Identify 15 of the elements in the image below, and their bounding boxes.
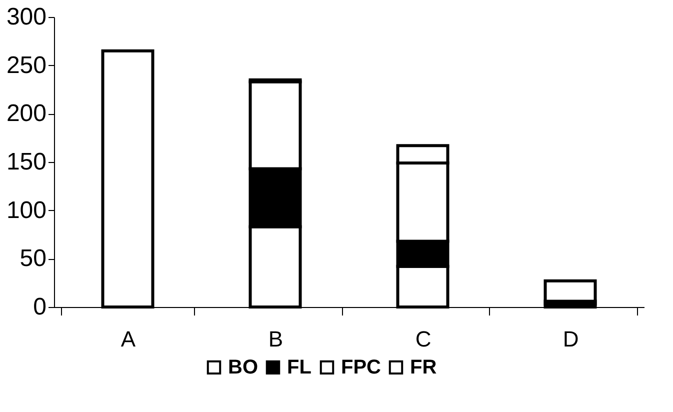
y-tick-label: 150 <box>6 148 46 176</box>
y-tick-label: 300 <box>6 4 46 30</box>
x-tick-label: A <box>120 326 136 352</box>
y-tick-label: 200 <box>6 100 46 128</box>
y-tick-label: 250 <box>6 52 46 79</box>
legend-label: FPC <box>341 356 381 378</box>
legend-label: FL <box>287 356 312 378</box>
y-tick-label: 50 <box>20 245 46 272</box>
legend-label: BO <box>228 356 258 378</box>
x-tick-label: B <box>268 326 284 352</box>
x-tick-label: D <box>562 326 579 352</box>
legend-label: FR <box>410 356 438 378</box>
y-tick-label: 0 <box>33 294 46 320</box>
x-tick-label: C <box>415 326 432 352</box>
y-tick-label: 100 <box>6 196 46 224</box>
